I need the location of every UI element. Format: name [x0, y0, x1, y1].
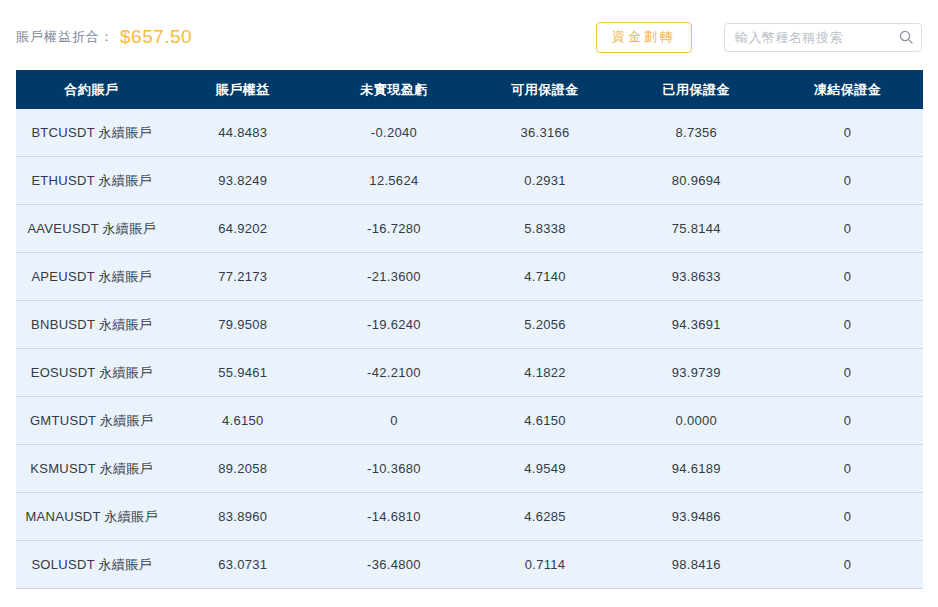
table-cell: 4.1822	[470, 365, 621, 380]
column-header: 賬戶權益	[167, 81, 318, 99]
table-cell: 4.6150	[470, 413, 621, 428]
table-cell: -21.3600	[318, 269, 469, 284]
coin-search-input[interactable]	[724, 23, 922, 52]
table-cell: 93.8633	[621, 269, 772, 284]
table-cell: 0	[772, 509, 923, 524]
table-cell: 83.8960	[167, 509, 318, 524]
search-icon[interactable]	[898, 29, 914, 45]
column-header: 可用保證金	[470, 81, 621, 99]
account-name: BNBUSDT 永續賬戶	[16, 316, 167, 334]
column-header: 合約賬戶	[16, 81, 167, 99]
table-row[interactable]: BNBUSDT 永續賬戶79.9508-19.62405.205694.3691…	[16, 301, 923, 349]
table-row[interactable]: SOLUSDT 永續賬戶63.0731-36.48000.711498.8416…	[16, 541, 923, 589]
table-cell: 8.7356	[621, 125, 772, 140]
table-cell: -0.2040	[318, 125, 469, 140]
table-body: BTCUSDT 永續賬戶44.8483-0.204036.31668.73560…	[16, 109, 923, 589]
account-name: KSMUSDT 永續賬戶	[16, 460, 167, 478]
column-header: 凍結保證金	[772, 81, 923, 99]
table-row[interactable]: EOSUSDT 永續賬戶55.9461-42.21004.182293.9739…	[16, 349, 923, 397]
table-cell: 5.2056	[470, 317, 621, 332]
table-cell: 0	[772, 125, 923, 140]
account-name: AAVEUSDT 永續賬戶	[16, 220, 167, 238]
table-cell: 0	[318, 413, 469, 428]
table-cell: 94.6189	[621, 461, 772, 476]
table-cell: 93.8249	[167, 173, 318, 188]
table-cell: 44.8483	[167, 125, 318, 140]
column-header: 未實現盈虧	[318, 81, 469, 99]
table-row[interactable]: BTCUSDT 永續賬戶44.8483-0.204036.31668.73560	[16, 109, 923, 157]
table-row[interactable]: GMTUSDT 永續賬戶4.615004.61500.00000	[16, 397, 923, 445]
account-name: APEUSDT 永續賬戶	[16, 268, 167, 286]
table-cell: 0	[772, 269, 923, 284]
fund-transfer-button[interactable]: 資金劃轉	[596, 22, 692, 53]
account-name: GMTUSDT 永續賬戶	[16, 412, 167, 430]
table-cell: 0	[772, 317, 923, 332]
table-cell: 0	[772, 365, 923, 380]
table-cell: 93.9739	[621, 365, 772, 380]
table-row[interactable]: AAVEUSDT 永續賬戶64.9202-16.72805.833875.814…	[16, 205, 923, 253]
account-name: MANAUSDT 永續賬戶	[16, 508, 167, 526]
table-cell: 36.3166	[470, 125, 621, 140]
account-equity-summary: 賬戶權益折合： $657.50	[16, 26, 192, 48]
topbar: 賬戶權益折合： $657.50 資金劃轉	[0, 0, 938, 70]
table-cell: -19.6240	[318, 317, 469, 332]
table-cell: 94.3691	[621, 317, 772, 332]
topbar-actions: 資金劃轉	[596, 22, 922, 53]
table-cell: -42.2100	[318, 365, 469, 380]
table-cell: -36.4800	[318, 557, 469, 572]
table-cell: 0	[772, 557, 923, 572]
table-cell: 0.7114	[470, 557, 621, 572]
table-cell: 0	[772, 173, 923, 188]
table-cell: 89.2058	[167, 461, 318, 476]
table-cell: 4.6285	[470, 509, 621, 524]
contract-accounts-table: 合約賬戶賬戶權益未實現盈虧可用保證金已用保證金凍結保證金 BTCUSDT 永續賬…	[16, 70, 923, 589]
table-row[interactable]: MANAUSDT 永續賬戶83.8960-14.68104.628593.948…	[16, 493, 923, 541]
table-cell: 93.9486	[621, 509, 772, 524]
table-cell: 5.8338	[470, 221, 621, 236]
table-cell: 4.7140	[470, 269, 621, 284]
table-row[interactable]: APEUSDT 永續賬戶77.2173-21.36004.714093.8633…	[16, 253, 923, 301]
table-cell: 4.6150	[167, 413, 318, 428]
table-cell: -16.7280	[318, 221, 469, 236]
table-cell: 79.9508	[167, 317, 318, 332]
equity-value: $657.50	[120, 26, 192, 48]
table-cell: 63.0731	[167, 557, 318, 572]
table-cell: -10.3680	[318, 461, 469, 476]
table-cell: 64.9202	[167, 221, 318, 236]
account-name: BTCUSDT 永續賬戶	[16, 124, 167, 142]
table-cell: 0.0000	[621, 413, 772, 428]
table-header-row: 合約賬戶賬戶權益未實現盈虧可用保證金已用保證金凍結保證金	[16, 70, 923, 109]
table-row[interactable]: KSMUSDT 永續賬戶89.2058-10.36804.954994.6189…	[16, 445, 923, 493]
table-cell: 0	[772, 461, 923, 476]
table-cell: 77.2173	[167, 269, 318, 284]
column-header: 已用保證金	[621, 81, 772, 99]
table-cell: 0	[772, 221, 923, 236]
table-cell: 55.9461	[167, 365, 318, 380]
table-cell: 75.8144	[621, 221, 772, 236]
account-name: ETHUSDT 永續賬戶	[16, 172, 167, 190]
table-cell: 80.9694	[621, 173, 772, 188]
account-name: SOLUSDT 永續賬戶	[16, 556, 167, 574]
table-row[interactable]: ETHUSDT 永續賬戶93.824912.56240.293180.96940	[16, 157, 923, 205]
table-cell: -14.6810	[318, 509, 469, 524]
table-cell: 0	[772, 413, 923, 428]
table-cell: 98.8416	[621, 557, 772, 572]
equity-label: 賬戶權益折合：	[16, 28, 114, 46]
table-cell: 0.2931	[470, 173, 621, 188]
table-cell: 12.5624	[318, 173, 469, 188]
account-name: EOSUSDT 永續賬戶	[16, 364, 167, 382]
table-cell: 4.9549	[470, 461, 621, 476]
coin-search-box	[724, 23, 922, 52]
